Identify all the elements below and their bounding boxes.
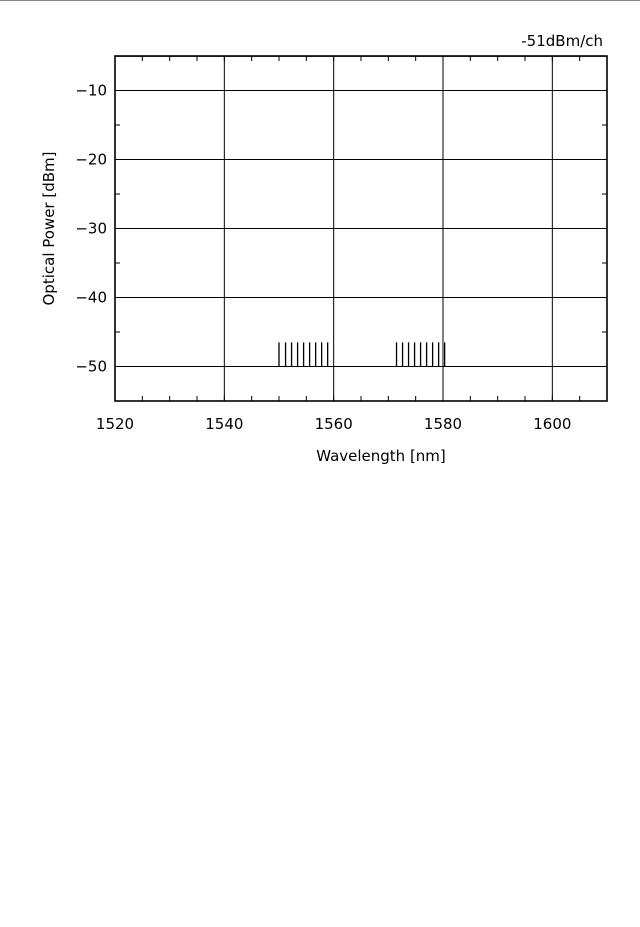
series-layer — [115, 56, 607, 367]
annotation-label: -51dBm/ch — [521, 32, 603, 50]
y-tick-label: −20 — [75, 151, 107, 169]
label-layer: 1520 1540 1560 1580 1600 −10 −20 −30 −40 −50 — [75, 82, 571, 434]
x-tick-label: 1540 — [205, 415, 243, 433]
x-axis-label: Wavelength [nm] — [316, 447, 446, 465]
y-axis-label: Optical Power [dBm] — [40, 152, 58, 306]
x-tick-label: 1600 — [533, 415, 571, 433]
y-tick-label: −50 — [75, 358, 107, 376]
x-tick-label: 1560 — [315, 415, 353, 433]
x-tick-label: 1580 — [424, 415, 462, 433]
grid-layer — [115, 56, 607, 401]
y-tick-label: −40 — [75, 289, 107, 307]
x-tick-label: 1520 — [96, 415, 134, 433]
y-tick-label: −10 — [75, 82, 107, 100]
y-tick-label: −30 — [75, 220, 107, 238]
